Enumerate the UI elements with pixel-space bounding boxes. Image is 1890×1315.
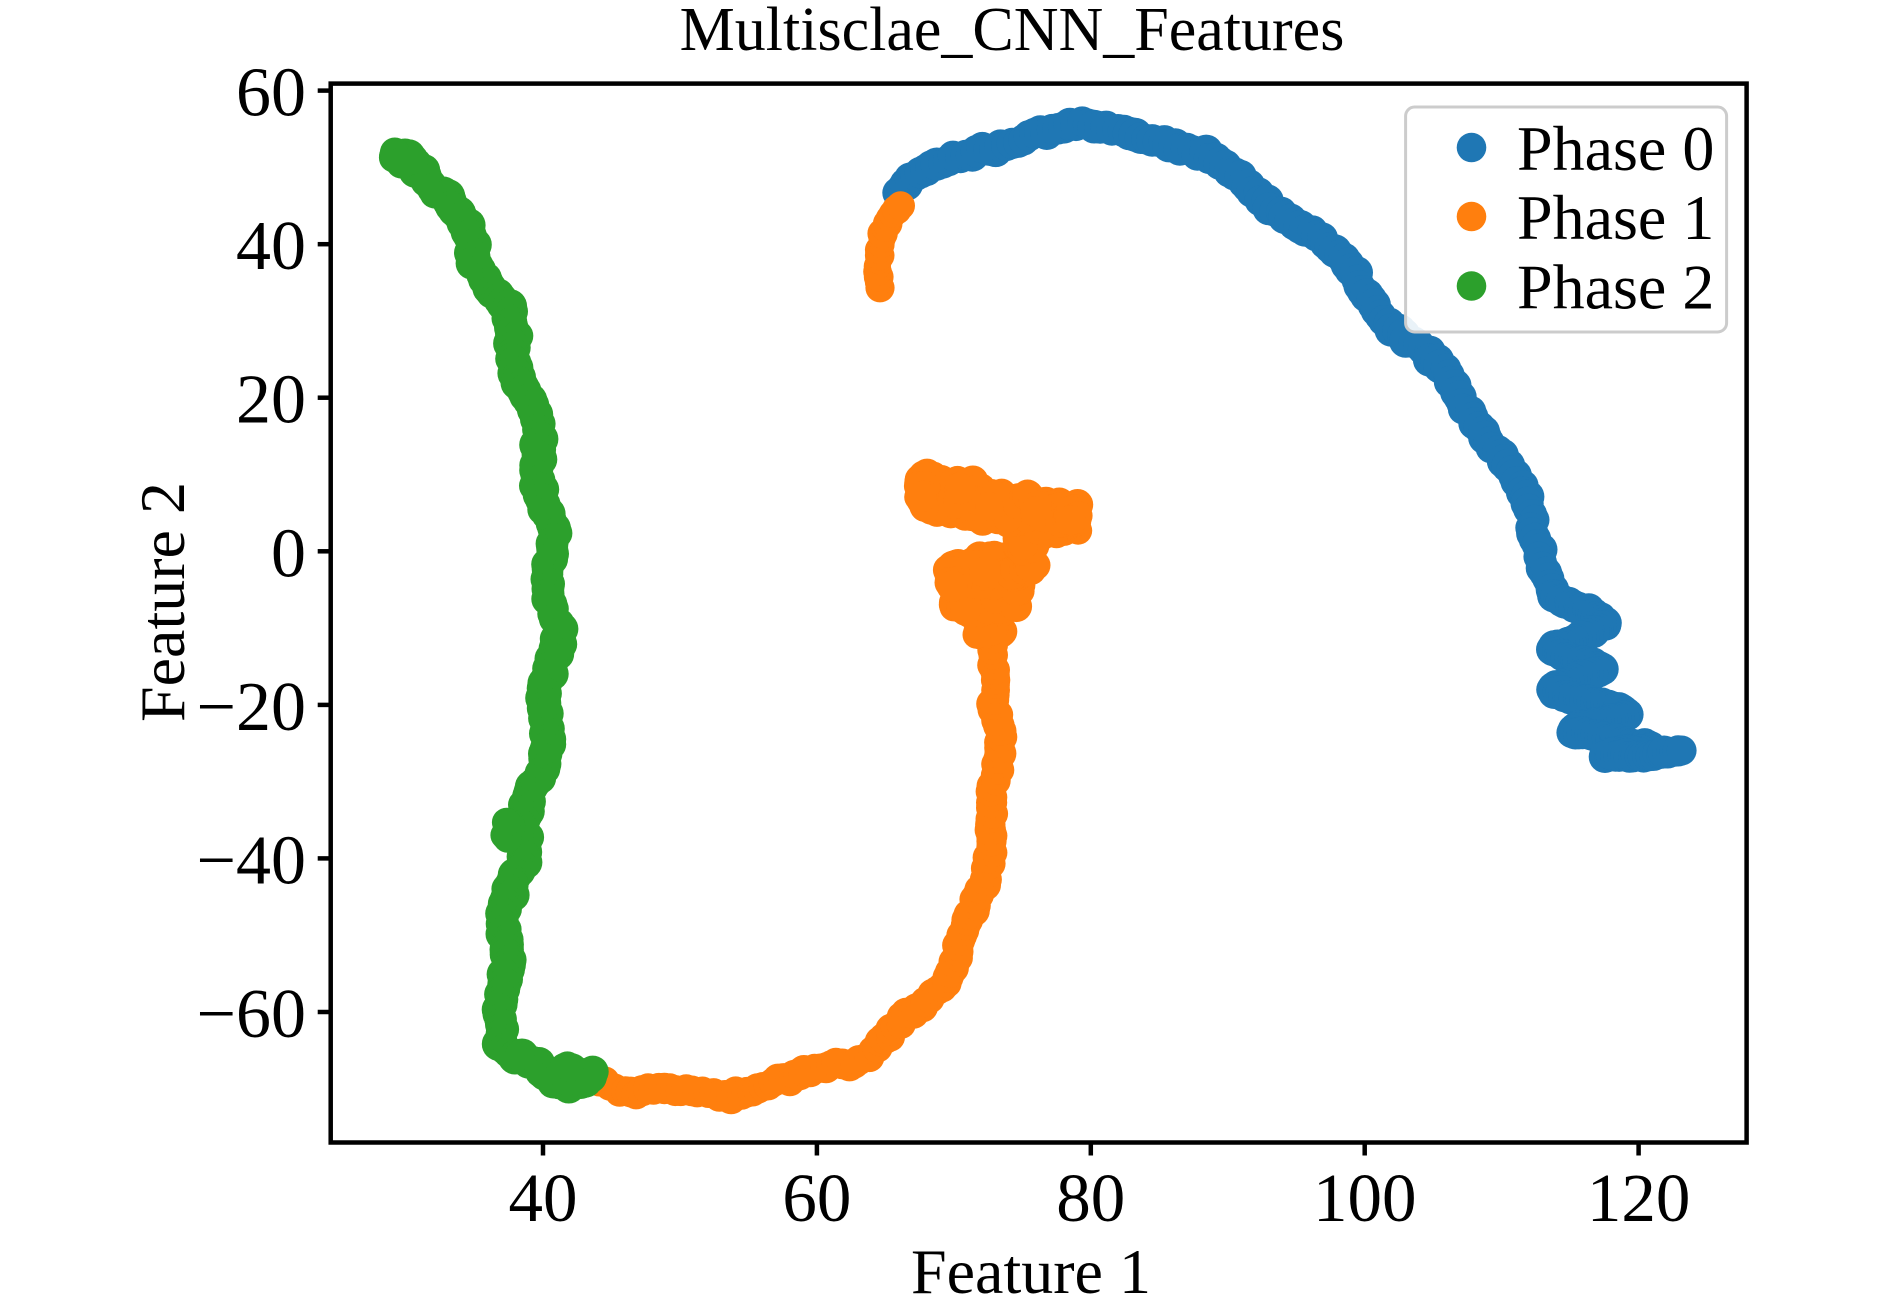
svg-text:−40: −40 (197, 822, 306, 899)
svg-text:−60: −60 (197, 976, 306, 1053)
svg-text:100: 100 (1313, 1160, 1417, 1236)
svg-text:80: 80 (1056, 1160, 1125, 1236)
svg-text:−20: −20 (197, 669, 306, 746)
svg-text:Phase 0: Phase 0 (1517, 113, 1714, 184)
svg-text:0: 0 (271, 515, 306, 592)
svg-text:Phase 2: Phase 2 (1517, 252, 1714, 323)
svg-text:Multisclae_CNN_Features: Multisclae_CNN_Features (680, 0, 1345, 64)
svg-text:60: 60 (236, 55, 306, 132)
svg-text:Feature 1: Feature 1 (911, 1236, 1151, 1307)
svg-text:40: 40 (509, 1160, 578, 1236)
svg-text:120: 120 (1587, 1160, 1691, 1236)
svg-text:20: 20 (236, 362, 306, 439)
svg-text:Feature 2: Feature 2 (127, 482, 198, 722)
svg-text:Phase 1: Phase 1 (1517, 182, 1714, 253)
svg-text:40: 40 (236, 208, 306, 285)
svg-text:60: 60 (782, 1160, 851, 1236)
